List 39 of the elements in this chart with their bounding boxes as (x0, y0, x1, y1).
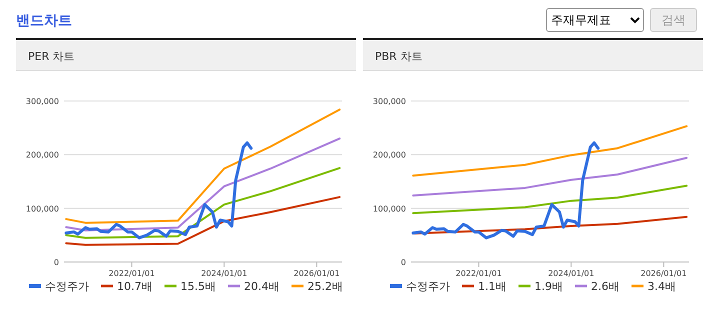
legend-label: 1.1배 (478, 280, 506, 293)
text: 주재무제표 (546, 8, 644, 32)
line-series (412, 184, 688, 214)
x-tick-label: 2022/01/01 (108, 269, 155, 278)
y-tick-label: 200,000 (26, 150, 59, 160)
line-series (65, 167, 341, 239)
text: 검색 (650, 8, 697, 32)
chart-title: PER 차트 (28, 49, 75, 64)
x-tick-label: 2024/01/01 (548, 269, 594, 278)
y-tick-label: 100,000 (372, 204, 406, 214)
legend-label: 15.5배 (180, 280, 216, 293)
y-tick-label: 300,000 (26, 97, 59, 106)
y-tick-label: 0 (400, 258, 406, 267)
y-tick-label: 200,000 (372, 150, 406, 160)
y-tick-label: 0 (54, 258, 59, 267)
legend-label: 수정주가 (406, 280, 450, 293)
legend-label: 1.9배 (534, 280, 563, 293)
line-series (412, 141, 600, 240)
line-series (65, 196, 341, 246)
legend-label: 2.6배 (591, 280, 620, 293)
chart-title: PBR 차트 (375, 49, 422, 64)
line-series (412, 125, 688, 177)
line-series (412, 216, 688, 235)
line-series (412, 156, 688, 196)
y-tick-label: 300,000 (372, 97, 406, 106)
y-tick-label: 100,000 (26, 204, 59, 214)
x-tick-label: 2026/01/01 (294, 269, 340, 278)
x-tick-label: 2024/01/01 (201, 269, 248, 278)
line-series (65, 138, 341, 232)
legend-label: 10.7배 (117, 280, 152, 293)
text: 밴드차트 (16, 12, 72, 30)
legend-label: 수정주가 (45, 280, 89, 293)
x-tick-label: 2026/01/01 (640, 269, 687, 278)
line-series (65, 108, 341, 224)
legend-label: 25.2배 (308, 280, 343, 293)
legend-label: 20.4배 (244, 280, 280, 293)
legend-label: 3.4배 (648, 280, 676, 293)
x-tick-label: 2022/01/01 (456, 269, 502, 278)
line-series (64, 141, 253, 240)
